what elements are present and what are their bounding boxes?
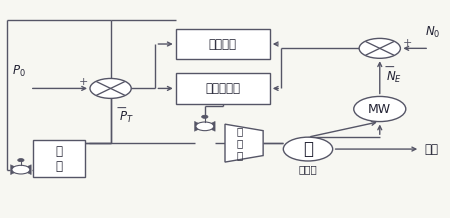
Text: −: − xyxy=(383,59,395,73)
Text: MW: MW xyxy=(368,102,392,116)
Circle shape xyxy=(90,78,131,98)
Text: $P_T$: $P_T$ xyxy=(119,110,133,125)
Text: ～: ～ xyxy=(303,140,313,158)
Polygon shape xyxy=(225,124,263,162)
Bar xyxy=(33,140,85,177)
Polygon shape xyxy=(194,121,205,131)
Text: +: + xyxy=(403,38,412,48)
Bar xyxy=(176,73,270,104)
Circle shape xyxy=(202,115,208,118)
Circle shape xyxy=(354,96,406,122)
Circle shape xyxy=(284,137,333,161)
Text: 发电机: 发电机 xyxy=(299,164,317,174)
Bar xyxy=(176,29,270,59)
Text: 锅
炉: 锅 炉 xyxy=(55,145,63,173)
Circle shape xyxy=(18,159,24,162)
Text: $N_E$: $N_E$ xyxy=(387,70,402,85)
Text: +: + xyxy=(78,77,88,87)
Text: −: − xyxy=(116,101,128,115)
Circle shape xyxy=(359,38,400,58)
Polygon shape xyxy=(205,121,215,131)
Text: $N_0$: $N_0$ xyxy=(424,25,440,40)
Circle shape xyxy=(196,122,214,131)
Polygon shape xyxy=(10,165,21,175)
Text: 汽轮机控制: 汽轮机控制 xyxy=(205,82,240,95)
Text: $P_0$: $P_0$ xyxy=(12,64,26,79)
Polygon shape xyxy=(21,165,31,175)
Text: 电网: 电网 xyxy=(425,143,439,156)
Circle shape xyxy=(12,165,30,174)
Text: 汽
轮
机: 汽 轮 机 xyxy=(236,126,243,160)
Text: 锅炉控制: 锅炉控制 xyxy=(209,37,237,51)
